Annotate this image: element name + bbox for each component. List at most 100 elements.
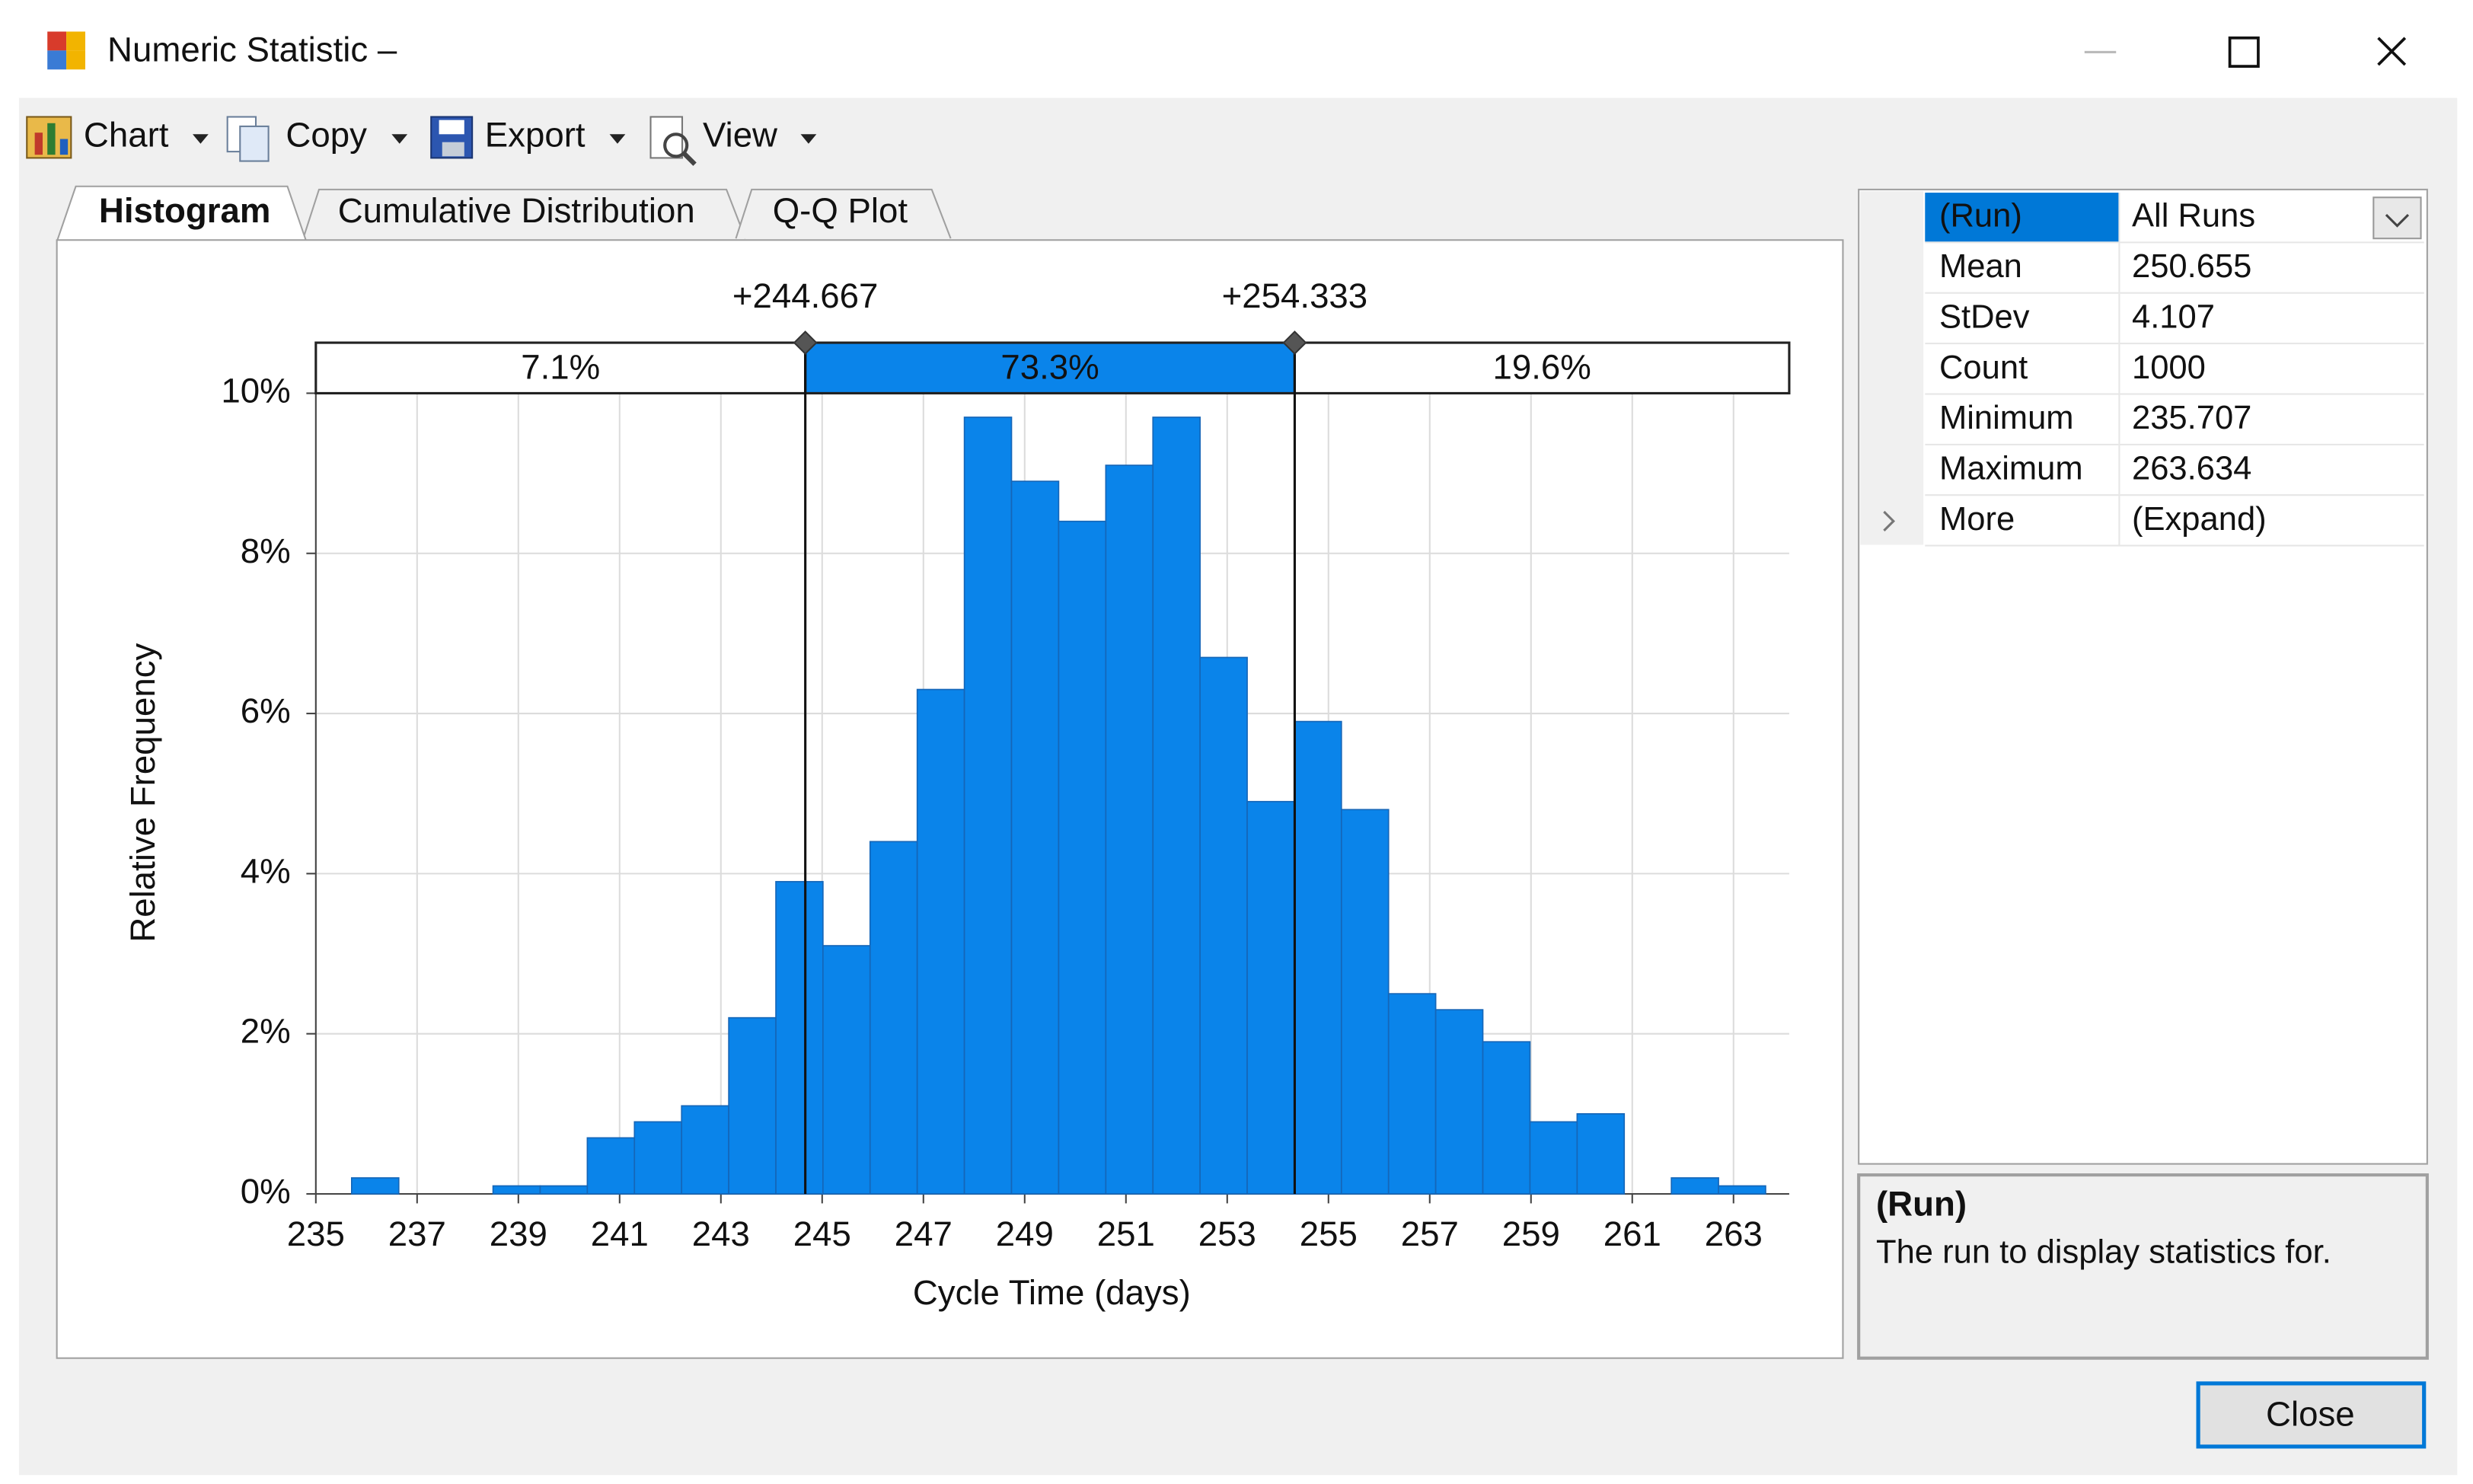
- property-name: More: [1939, 501, 2015, 538]
- histogram-chart: 235 237 239 241 243 245 247 249 251 253 255 257 259 2…: [221, 276, 1791, 1253]
- range-share-label: 19.6%: [1493, 347, 1591, 386]
- x-tick-label: 253: [1198, 1214, 1256, 1253]
- property-value: All Runs: [2132, 198, 2255, 235]
- tab-label: Cumulative Distribution: [338, 191, 695, 230]
- x-tick-label: 251: [1097, 1214, 1155, 1253]
- toolbar: Chart Copy Export View: [26, 115, 817, 166]
- bar: [539, 1185, 589, 1195]
- description-title: (Run): [1876, 1185, 1967, 1224]
- maximize-button[interactable]: [2228, 36, 2260, 68]
- bar: [1246, 800, 1295, 1195]
- property-value: 263.634: [2132, 451, 2251, 487]
- range-marker-label: +244.667: [732, 276, 879, 315]
- x-tick-label: 263: [1705, 1214, 1763, 1253]
- view-menu[interactable]: View: [649, 115, 817, 166]
- y-axis-label: Relative Frequency: [123, 643, 162, 943]
- property-grid: [1858, 188, 2428, 1165]
- range-marker-handle[interactable]: [1282, 330, 1307, 356]
- bar: [728, 1016, 777, 1195]
- export-menu[interactable]: Export: [430, 115, 626, 159]
- tab-label: Histogram: [99, 191, 271, 230]
- property-value: 235.707: [2132, 400, 2251, 436]
- copy-menu[interactable]: Copy: [226, 115, 408, 162]
- y-tick-label: 0%: [241, 1172, 291, 1211]
- property-name: Minimum: [1939, 400, 2074, 436]
- property-gutter: [1860, 190, 1924, 545]
- tab-label: Q-Q Plot: [773, 191, 908, 230]
- bar: [1010, 480, 1060, 1195]
- expand-arrow[interactable]: [1883, 510, 1896, 531]
- y-tick-label: 10%: [221, 371, 290, 410]
- range-marker-handle[interactable]: [793, 330, 818, 356]
- property-dropdown[interactable]: [2372, 196, 2422, 240]
- bar: [1105, 464, 1154, 1195]
- close-window-button[interactable]: [2377, 37, 2407, 66]
- range-marker-label: +254.333: [1222, 276, 1368, 315]
- property-rows: (Run) All Runs Mean 250.655 StDev 4.107 Count 1…: [1883, 193, 2424, 547]
- description-panel: [1857, 1173, 2429, 1360]
- range-share-box: [804, 341, 1296, 394]
- bar: [492, 1185, 541, 1195]
- bar: [1387, 993, 1437, 1195]
- app-icon: [47, 31, 86, 70]
- property-value: 4.107: [2132, 298, 2215, 335]
- tab-strip: Cumulative Distribution Q-Q Plot Histogr…: [56, 185, 952, 242]
- description-text: The run to display statistics for.: [1876, 1233, 2331, 1270]
- range-share-label: 7.1%: [521, 347, 600, 386]
- y-tick-label: 4%: [241, 851, 291, 890]
- y-tick-label: 8%: [241, 531, 291, 570]
- chart-menu[interactable]: Chart: [26, 115, 209, 159]
- x-tick-label: 241: [591, 1214, 649, 1253]
- tab[interactable]: [735, 188, 952, 239]
- toolbar-label: Copy: [286, 115, 367, 154]
- bar: [822, 945, 871, 1195]
- tab-active[interactable]: [56, 185, 308, 242]
- bar: [1152, 416, 1201, 1195]
- x-tick-label: 247: [895, 1214, 953, 1253]
- x-tick-label: 259: [1502, 1214, 1560, 1253]
- close-button[interactable]: [2196, 1381, 2427, 1449]
- bar: [1718, 1185, 1766, 1195]
- range-share-box: [1293, 341, 1791, 394]
- range-share-label: 73.3%: [1000, 347, 1099, 386]
- x-tick-label: 237: [388, 1214, 446, 1253]
- bar: [1058, 520, 1107, 1195]
- bar: [1434, 1009, 1484, 1195]
- y-tick-label: 6%: [241, 691, 291, 730]
- property-name: Mean: [1939, 248, 2022, 285]
- bar: [1340, 809, 1390, 1195]
- x-tick-label: 235: [287, 1214, 345, 1253]
- property-value[interactable]: (Expand): [2132, 501, 2267, 538]
- tab[interactable]: [302, 188, 746, 239]
- title-bar: [0, 0, 2473, 98]
- property-name: StDev: [1939, 298, 2030, 335]
- dropdown-arrow: [2385, 213, 2410, 228]
- bar: [681, 1105, 729, 1195]
- bar: [1199, 656, 1248, 1195]
- x-tick-label: 261: [1603, 1214, 1661, 1253]
- x-tick-label: 239: [490, 1214, 547, 1253]
- property-name: (Run): [1939, 198, 2022, 235]
- property-value: 1000: [2132, 349, 2206, 386]
- bar: [1529, 1121, 1578, 1195]
- property-value: 250.655: [2132, 248, 2251, 285]
- property-name-selected: [1925, 193, 2120, 242]
- x-tick-label: 257: [1401, 1214, 1459, 1253]
- bar: [916, 688, 965, 1195]
- bar: [633, 1121, 683, 1195]
- bar: [1576, 1113, 1626, 1195]
- x-tick-label: 245: [793, 1214, 851, 1253]
- x-tick-label: 249: [996, 1214, 1054, 1253]
- x-axis-label: Cycle Time (days): [913, 1273, 1191, 1312]
- toolbar-label: Export: [485, 115, 586, 154]
- x-tick-label: 243: [692, 1214, 750, 1253]
- property-name: Maximum: [1939, 451, 2083, 487]
- x-tick-label: 255: [1300, 1214, 1358, 1253]
- range-share-box: [314, 341, 807, 394]
- bar: [1670, 1177, 1719, 1195]
- toolbar-label: View: [703, 115, 778, 154]
- property-name: Count: [1939, 349, 2028, 386]
- close-button-label: Close: [2266, 1394, 2355, 1433]
